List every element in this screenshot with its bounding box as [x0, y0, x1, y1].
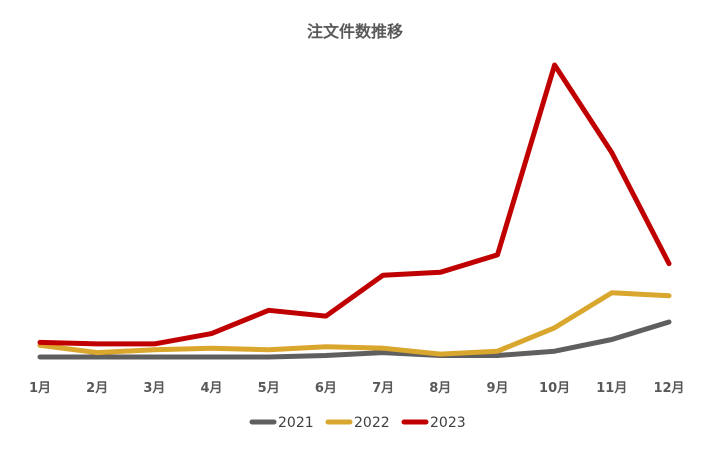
series-layer [37, 62, 672, 360]
legend-item-2022: 2022 [325, 415, 390, 431]
x-tick-label: 10月 [539, 381, 570, 396]
x-tick-label: 7月 [372, 381, 394, 396]
x-tick-label: 4月 [200, 381, 222, 396]
series-2023 [37, 62, 672, 347]
x-tick-label: 9月 [486, 381, 508, 396]
x-tick-label: 11月 [596, 381, 627, 396]
x-tick-label: 2月 [86, 381, 108, 396]
legend-label: 2023 [430, 415, 466, 431]
legend-item-2023: 2023 [401, 415, 466, 431]
x-tick-label: 1月 [29, 381, 51, 396]
series-2022 [37, 290, 672, 357]
legend: 2021 2022 2023 [249, 415, 466, 431]
series-line-2022 [37, 290, 672, 357]
legend-label: 2022 [354, 415, 390, 431]
x-tick-label: 8月 [429, 381, 451, 396]
x-axis-ticks: 1月 2月 3月 4月 5月 6月 7月 8月 9月 10月 11月 12月 [29, 381, 685, 396]
x-tick-label: 6月 [315, 381, 337, 396]
series-line-2021 [37, 319, 672, 360]
legend-label: 2021 [278, 415, 314, 431]
chart-title: 注文件数推移 [307, 22, 403, 41]
x-tick-label: 12月 [653, 381, 684, 396]
x-tick-label: 5月 [258, 381, 280, 396]
series-line-2023 [37, 62, 672, 347]
x-tick-label: 3月 [143, 381, 165, 396]
legend-item-2021: 2021 [249, 415, 314, 431]
